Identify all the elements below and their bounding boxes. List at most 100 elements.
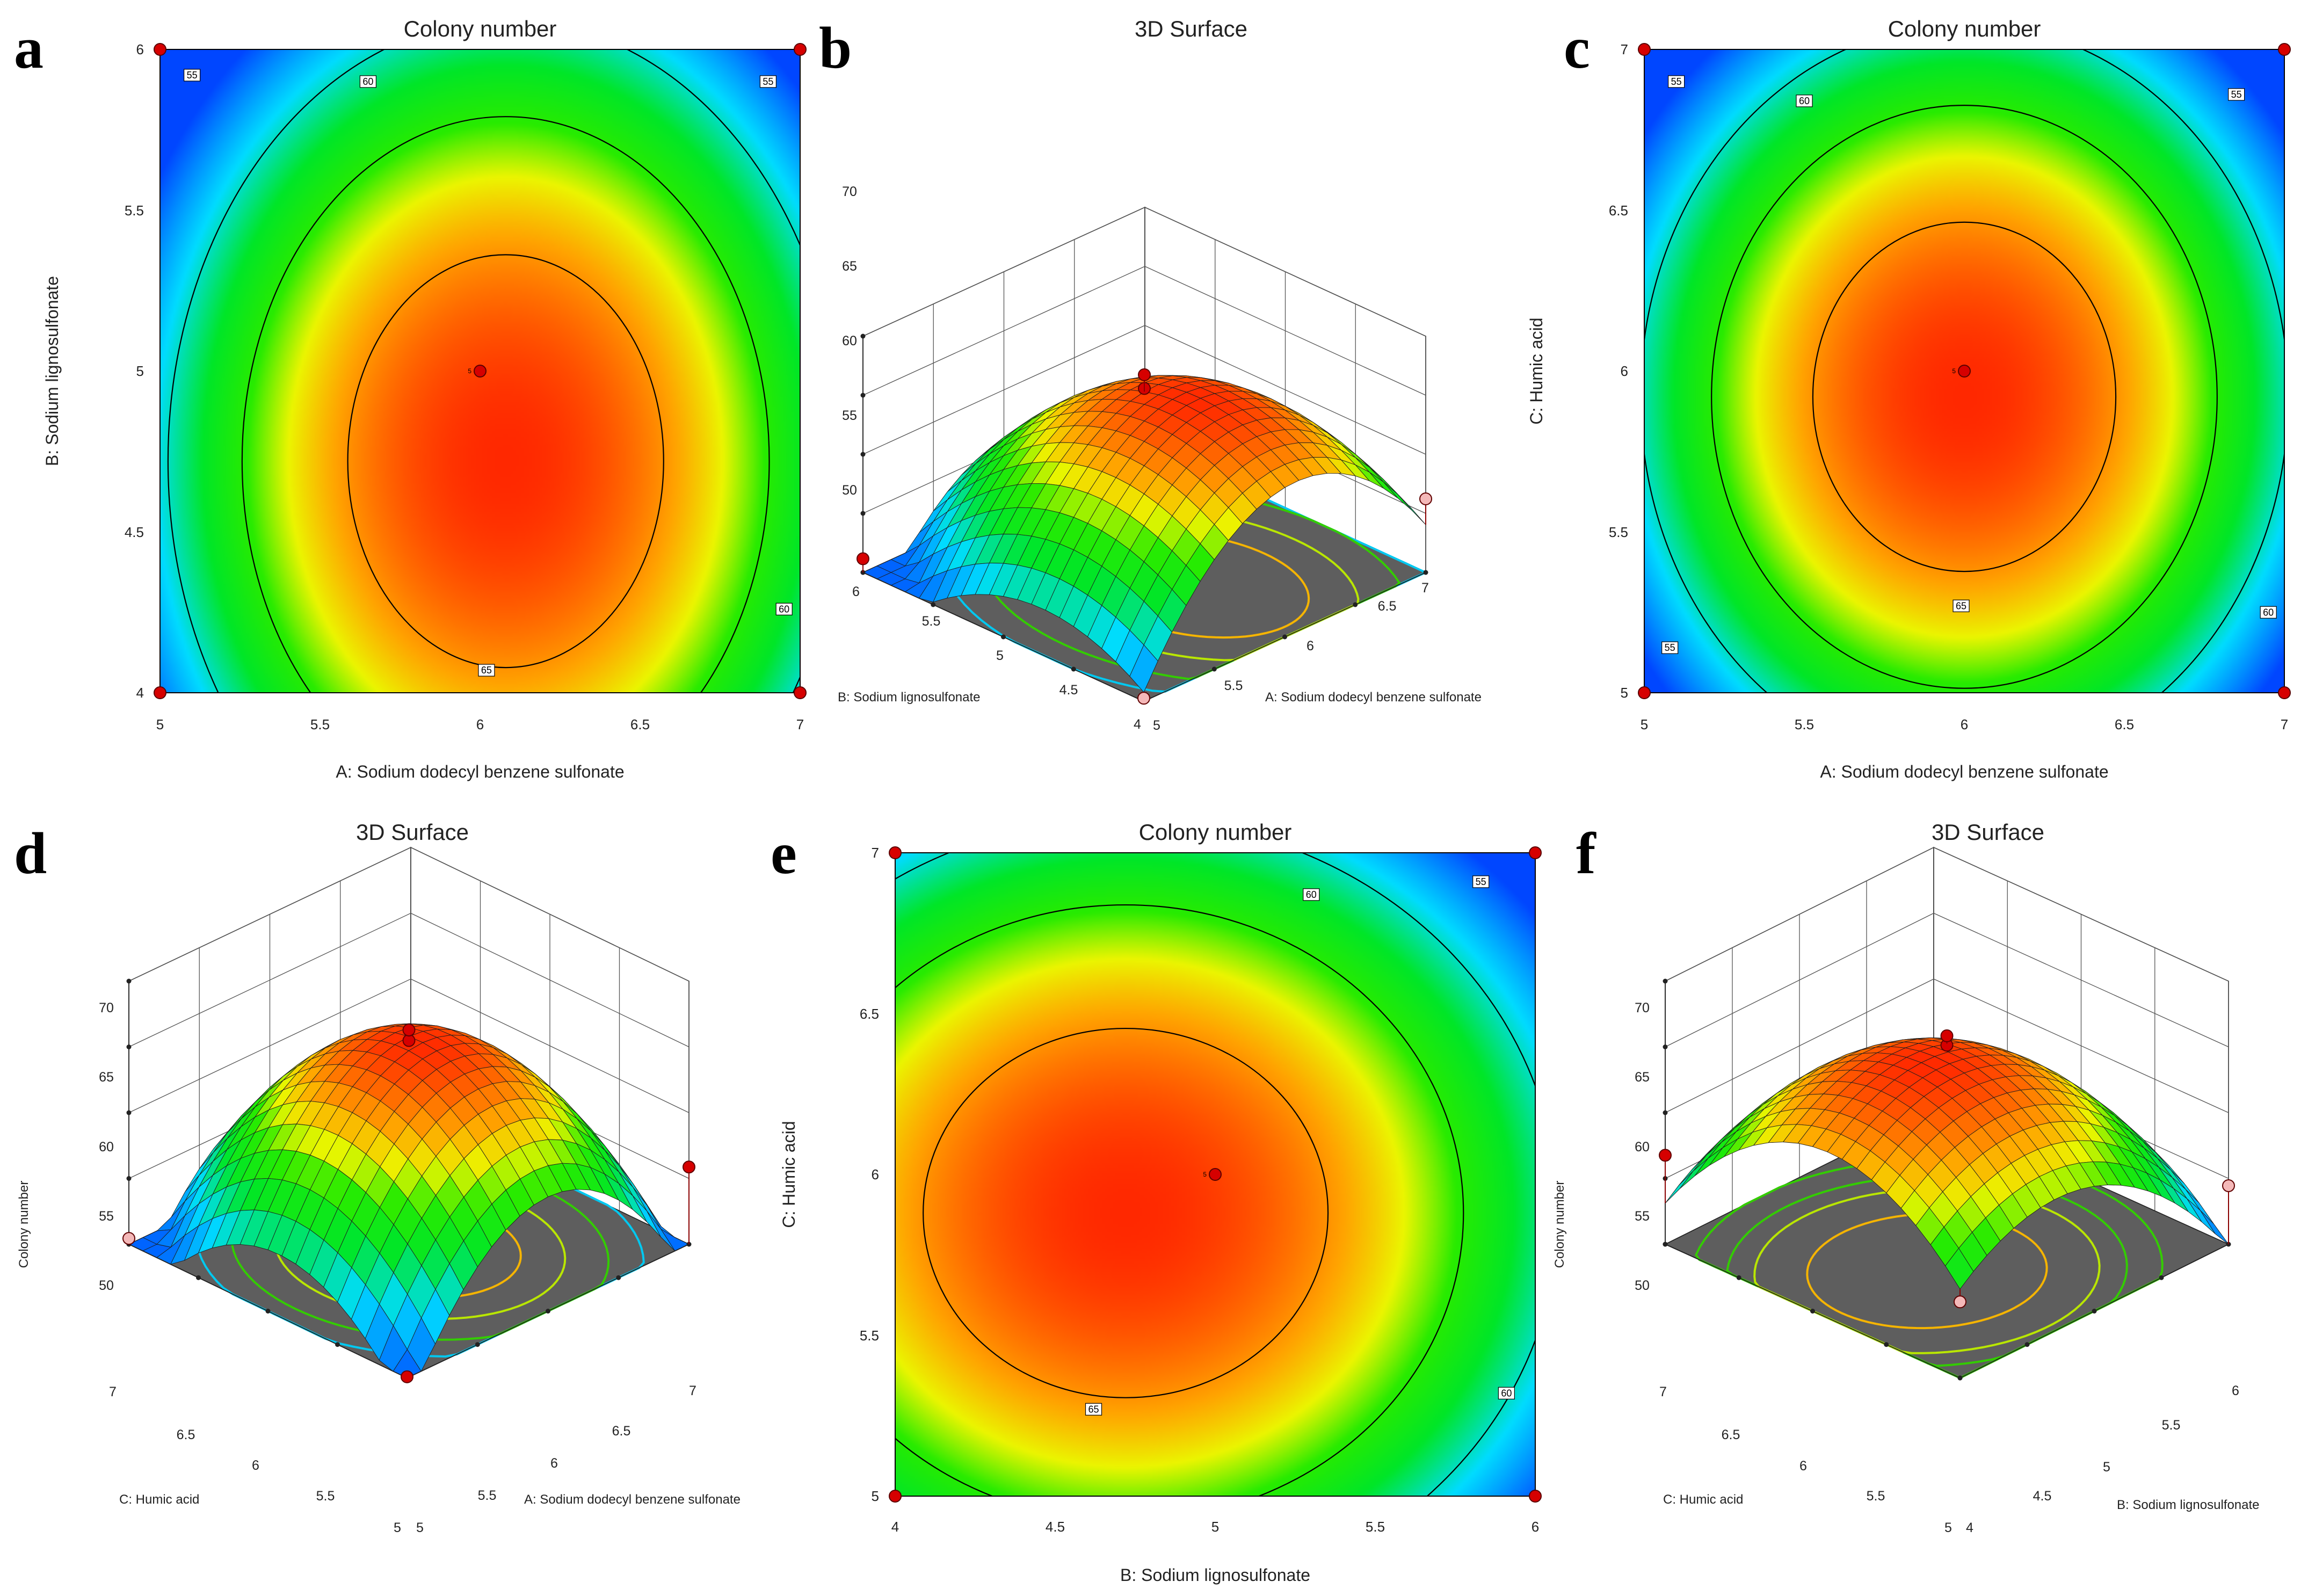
design-point	[2222, 1179, 2235, 1192]
panel-b-ytick: 5	[996, 648, 1004, 663]
design-point	[401, 1370, 413, 1383]
z-tick-dot	[860, 511, 866, 516]
contour-label: 55	[2228, 88, 2245, 101]
x-tick-dot	[1282, 634, 1287, 640]
panel-d-title: 3D Surface	[356, 819, 469, 845]
y-tick-dot	[1001, 634, 1006, 640]
contour-label-text: 60	[362, 76, 373, 87]
z-gridline	[128, 847, 690, 982]
contour-label-text: 55	[187, 70, 198, 81]
panel-b-ytick: 5.5	[922, 614, 941, 629]
design-point	[154, 686, 166, 699]
contour-label: 60	[775, 603, 793, 615]
panel-e-ytick: 5	[872, 1488, 879, 1504]
panel-e-x-ticks: 4 4.5 5 5.5 6	[891, 1519, 1539, 1535]
design-point	[154, 43, 166, 56]
contour-label-text: 65	[1956, 600, 1966, 611]
contour-label-text: 65	[481, 665, 492, 676]
panel-a-ytick: 5.5	[125, 202, 144, 219]
y-tick-dot	[265, 1309, 271, 1314]
contour-line-60	[1711, 105, 2218, 689]
contour-label-text: 55	[1665, 642, 1675, 653]
contour-label-text: 55	[1671, 76, 1682, 87]
panel-e-frame	[895, 852, 1536, 1497]
design-point	[1529, 846, 1542, 859]
panel-c-x-label: A: Sodium dodecyl benzene sulfonate	[1820, 762, 2108, 781]
contour-label-text: 60	[1501, 1388, 1512, 1398]
panel-c-contours	[1644, 49, 2284, 693]
panel-c-ytick: 6.5	[1609, 202, 1628, 219]
panel-f-design-points	[1659, 1029, 2235, 1309]
panel-d-xtick: 5	[416, 1520, 424, 1535]
x-tick-dot	[1211, 666, 1217, 672]
contour-label: 60	[359, 75, 377, 88]
design-point	[2278, 686, 2291, 699]
contour-label: 60	[2260, 606, 2277, 619]
design-point	[889, 1490, 902, 1503]
design-point	[1209, 1168, 1222, 1181]
z-tick-dot	[860, 333, 866, 339]
contour-label-text: 55	[2231, 89, 2242, 100]
panel-f-ytick: 6	[1799, 1459, 1807, 1474]
panel-d-back-walls	[128, 846, 690, 1245]
panel-c-xtick: 5.5	[1795, 716, 1814, 732]
panel-f-ytick: 5.5	[1867, 1489, 1885, 1504]
panel-b-ztick: 50	[842, 483, 857, 498]
z-gridline	[862, 325, 1426, 455]
design-point	[1659, 1149, 1672, 1162]
panel-f-b-ticks: 4 4.5 5 5.5 6	[1966, 1383, 2239, 1535]
panel-c-ytick: 6	[1621, 363, 1628, 379]
panel-e-xtick: 5	[1211, 1519, 1219, 1535]
panel-d-z-ticks: 50 55 60 65 70	[99, 1000, 114, 1293]
contour-label-text: 60	[779, 604, 789, 614]
z-tick-dot	[126, 978, 132, 984]
panel-f-surface-plot: 3D Surface 50 55 60 65 70 Colony number …	[1552, 819, 2260, 1535]
panel-d-xtick: 6.5	[612, 1424, 631, 1439]
panel-b-surface	[862, 375, 1426, 693]
panel-a-ytick: 4.5	[125, 524, 144, 540]
panel-letter-b: b	[819, 15, 852, 81]
panel-e-xtick: 4	[891, 1519, 899, 1535]
x-tick-dot	[2159, 1275, 2164, 1280]
z-tick-dot	[860, 393, 866, 398]
design-point	[1419, 492, 1432, 505]
panel-a-xtick: 6	[476, 716, 484, 732]
panel-d-surface	[128, 1023, 690, 1379]
panel-c-title: Colony number	[1888, 16, 2041, 41]
contour-label: 55	[759, 75, 777, 88]
design-point	[1940, 1029, 1954, 1042]
panel-d-c-ticks: 5 5.5 6 6.5 7	[109, 1384, 401, 1535]
x-tick-dot	[546, 1309, 550, 1314]
panel-e-xtick: 5.5	[1366, 1519, 1385, 1535]
panel-e-ytick: 6	[872, 1166, 879, 1183]
panel-c-xtick: 7	[2281, 716, 2288, 732]
design-point	[402, 1023, 416, 1036]
panel-d-ytick: 5.5	[316, 1489, 335, 1504]
panel-b-ztick: 70	[842, 184, 857, 199]
panel-f-xtick: 5	[2103, 1460, 2110, 1475]
panel-f-z-label: Colony number	[1552, 1181, 1567, 1268]
panel-a-marks: 55 60 55 60 65 5	[154, 43, 807, 699]
contour-line-65	[1812, 221, 2117, 572]
panel-e-ytick: 7	[872, 845, 879, 861]
panel-b-xtick: 6	[1307, 639, 1314, 654]
x-tick-dot	[1353, 602, 1358, 607]
panel-e-xtick: 6	[1532, 1519, 1539, 1535]
contour-label: 65	[478, 664, 495, 677]
contour-label: 65	[1085, 1403, 1102, 1416]
panel-a-frame	[159, 49, 801, 693]
panel-a-x-label: A: Sodium dodecyl benzene sulfonate	[336, 762, 624, 781]
design-point	[1137, 692, 1150, 705]
surface-cell	[1945, 1247, 1974, 1290]
contour-label-text: 60	[1799, 96, 1810, 106]
panel-d-ytick: 6.5	[177, 1427, 195, 1442]
panel-f-surface	[1665, 1038, 2229, 1290]
panel-f-xtick: 6	[2232, 1383, 2239, 1398]
x-tick-dot	[616, 1275, 621, 1280]
design-point	[1954, 1295, 1966, 1309]
design-point	[1638, 43, 1651, 56]
panel-b-ztick: 60	[842, 333, 857, 349]
panel-c-y-ticks: 5 5.5 6 6.5 7	[1609, 41, 1628, 701]
